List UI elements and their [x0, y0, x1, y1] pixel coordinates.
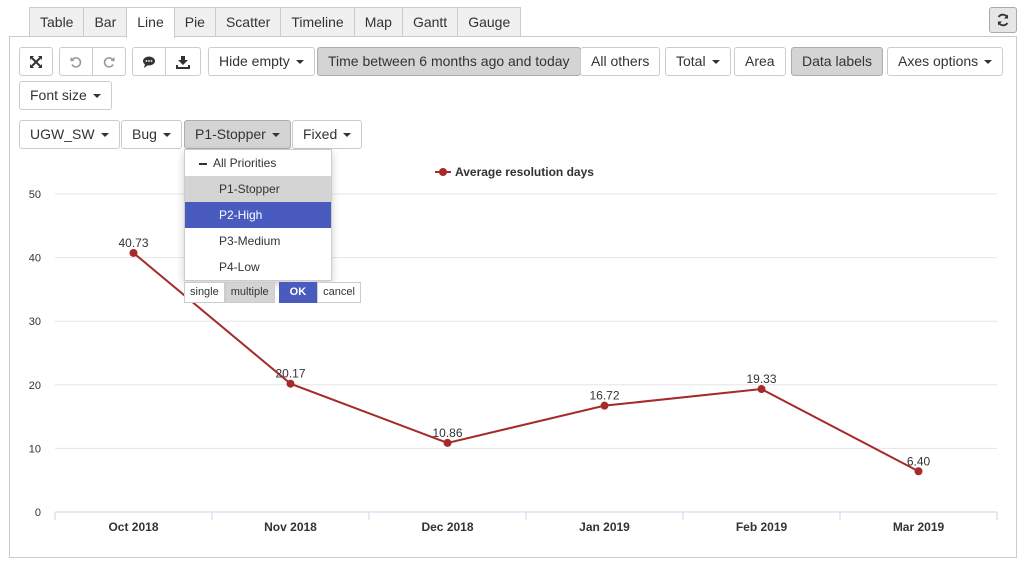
cancel-button[interactable]: cancel	[317, 282, 361, 303]
tab-bar[interactable]: Bar	[83, 7, 128, 37]
x-tick-label: Feb 2019	[736, 520, 788, 534]
download-button[interactable]	[165, 47, 201, 76]
tab-gauge[interactable]: Gauge	[457, 7, 522, 37]
data-point[interactable]	[129, 248, 138, 257]
font-size-label: Font size	[30, 87, 87, 103]
y-tick-label: 50	[29, 189, 41, 201]
all-priorities-label: All Priorities	[213, 156, 277, 170]
y-tick-label: 10	[29, 443, 41, 455]
y-tick-label: 20	[29, 380, 41, 392]
resolution-filter-label: Fixed	[303, 126, 338, 142]
all-others-button[interactable]: All others	[580, 47, 661, 76]
data-point[interactable]	[757, 385, 766, 394]
axes-options-label: Axes options	[898, 53, 979, 69]
series-line	[132, 252, 919, 473]
tab-table[interactable]: Table	[29, 7, 85, 37]
chevron-down-icon	[162, 133, 171, 138]
priority-filter-dropdown[interactable]: P1-Stopper	[184, 120, 291, 149]
chevron-down-icon	[295, 60, 304, 65]
chevron-down-icon	[100, 133, 109, 138]
undo-button[interactable]	[59, 47, 93, 76]
y-tick-label: 40	[29, 253, 41, 265]
time-filter-button[interactable]: Time between 6 months ago and today	[317, 47, 581, 76]
issue-type-filter-label: Bug	[132, 126, 157, 142]
x-tick-label: Nov 2018	[264, 520, 317, 534]
download-icon	[176, 55, 190, 69]
ok-button[interactable]: OK	[278, 282, 318, 303]
priority-filter-label: P1-Stopper	[195, 126, 266, 142]
x-tick-label: Mar 2019	[893, 520, 945, 534]
comment-icon	[143, 56, 155, 68]
chevron-down-icon	[711, 60, 720, 65]
x-tick-label: Oct 2018	[108, 520, 158, 534]
dropdown-item-p3-medium[interactable]: P3-Medium	[219, 234, 281, 248]
legend-series-name[interactable]: Average resolution days	[455, 165, 594, 179]
issue-type-filter-dropdown[interactable]: Bug	[121, 120, 182, 149]
resolution-filter-dropdown[interactable]: Fixed	[292, 120, 363, 149]
dropdown-item-p1-stopper[interactable]: P1-Stopper	[185, 176, 331, 202]
undo-icon	[70, 56, 82, 68]
tab-map[interactable]: Map	[353, 7, 403, 37]
axes-options-dropdown[interactable]: Axes options	[887, 47, 1004, 76]
refresh-button[interactable]	[989, 7, 1017, 33]
chevron-down-icon	[343, 133, 352, 138]
hide-empty-label: Hide empty	[219, 53, 290, 69]
legend-point-marker	[439, 168, 447, 176]
project-filter-dropdown[interactable]: UGW_SW	[19, 120, 120, 149]
dropdown-item-p2-high[interactable]: P2-High	[185, 202, 331, 228]
comment-button[interactable]	[132, 47, 166, 76]
hide-empty-dropdown[interactable]: Hide empty	[208, 47, 315, 76]
fullscreen-button[interactable]	[19, 47, 53, 76]
tab-gantt[interactable]: Gantt	[401, 7, 459, 37]
refresh-icon	[997, 13, 1009, 27]
data-point[interactable]	[914, 467, 923, 476]
chevron-down-icon	[271, 133, 280, 138]
data-label: 10.86	[432, 426, 462, 440]
chart-type-tabs: Table Bar Line Pie Scatter Timeline Map …	[29, 7, 522, 38]
expand-icon	[30, 55, 42, 68]
redo-button[interactable]	[92, 47, 126, 76]
data-label: 40.73	[118, 236, 148, 250]
chevron-down-icon	[984, 60, 993, 65]
x-tick-label: Jan 2019	[579, 520, 630, 534]
y-tick-label: 30	[29, 316, 41, 328]
project-filter-label: UGW_SW	[30, 126, 95, 142]
redo-icon	[103, 56, 115, 68]
multiple-mode-button[interactable]: multiple	[224, 282, 275, 303]
dropdown-item-all-priorities[interactable]: All Priorities	[185, 150, 331, 176]
x-tick-label: Dec 2018	[421, 520, 473, 534]
data-label: 6.40	[907, 454, 931, 468]
data-point[interactable]	[443, 438, 452, 447]
tab-timeline[interactable]: Timeline	[280, 7, 355, 37]
dropdown-item-p4-low[interactable]: P4-Low	[219, 260, 260, 274]
chevron-down-icon	[92, 94, 101, 99]
priority-dropdown-menu: All Priorities P1-Stopper P2-High P3-Med…	[184, 149, 332, 281]
single-mode-button[interactable]: single	[184, 282, 225, 303]
minus-icon	[199, 162, 207, 165]
y-tick-label: 0	[35, 507, 41, 519]
total-label: Total	[676, 53, 706, 69]
data-label: 16.72	[589, 389, 619, 403]
font-size-dropdown[interactable]: Font size	[19, 81, 112, 110]
data-point[interactable]	[286, 379, 295, 388]
tab-pie[interactable]: Pie	[173, 7, 216, 37]
data-label: 19.33	[746, 372, 776, 386]
priority-dropdown-footer: single multiple OK cancel	[184, 282, 361, 303]
data-label: 20.17	[275, 367, 305, 381]
data-point[interactable]	[600, 401, 609, 410]
tab-line[interactable]: Line	[126, 7, 175, 38]
area-button[interactable]: Area	[734, 47, 786, 76]
total-dropdown[interactable]: Total	[665, 47, 731, 76]
data-labels-button[interactable]: Data labels	[791, 47, 884, 76]
